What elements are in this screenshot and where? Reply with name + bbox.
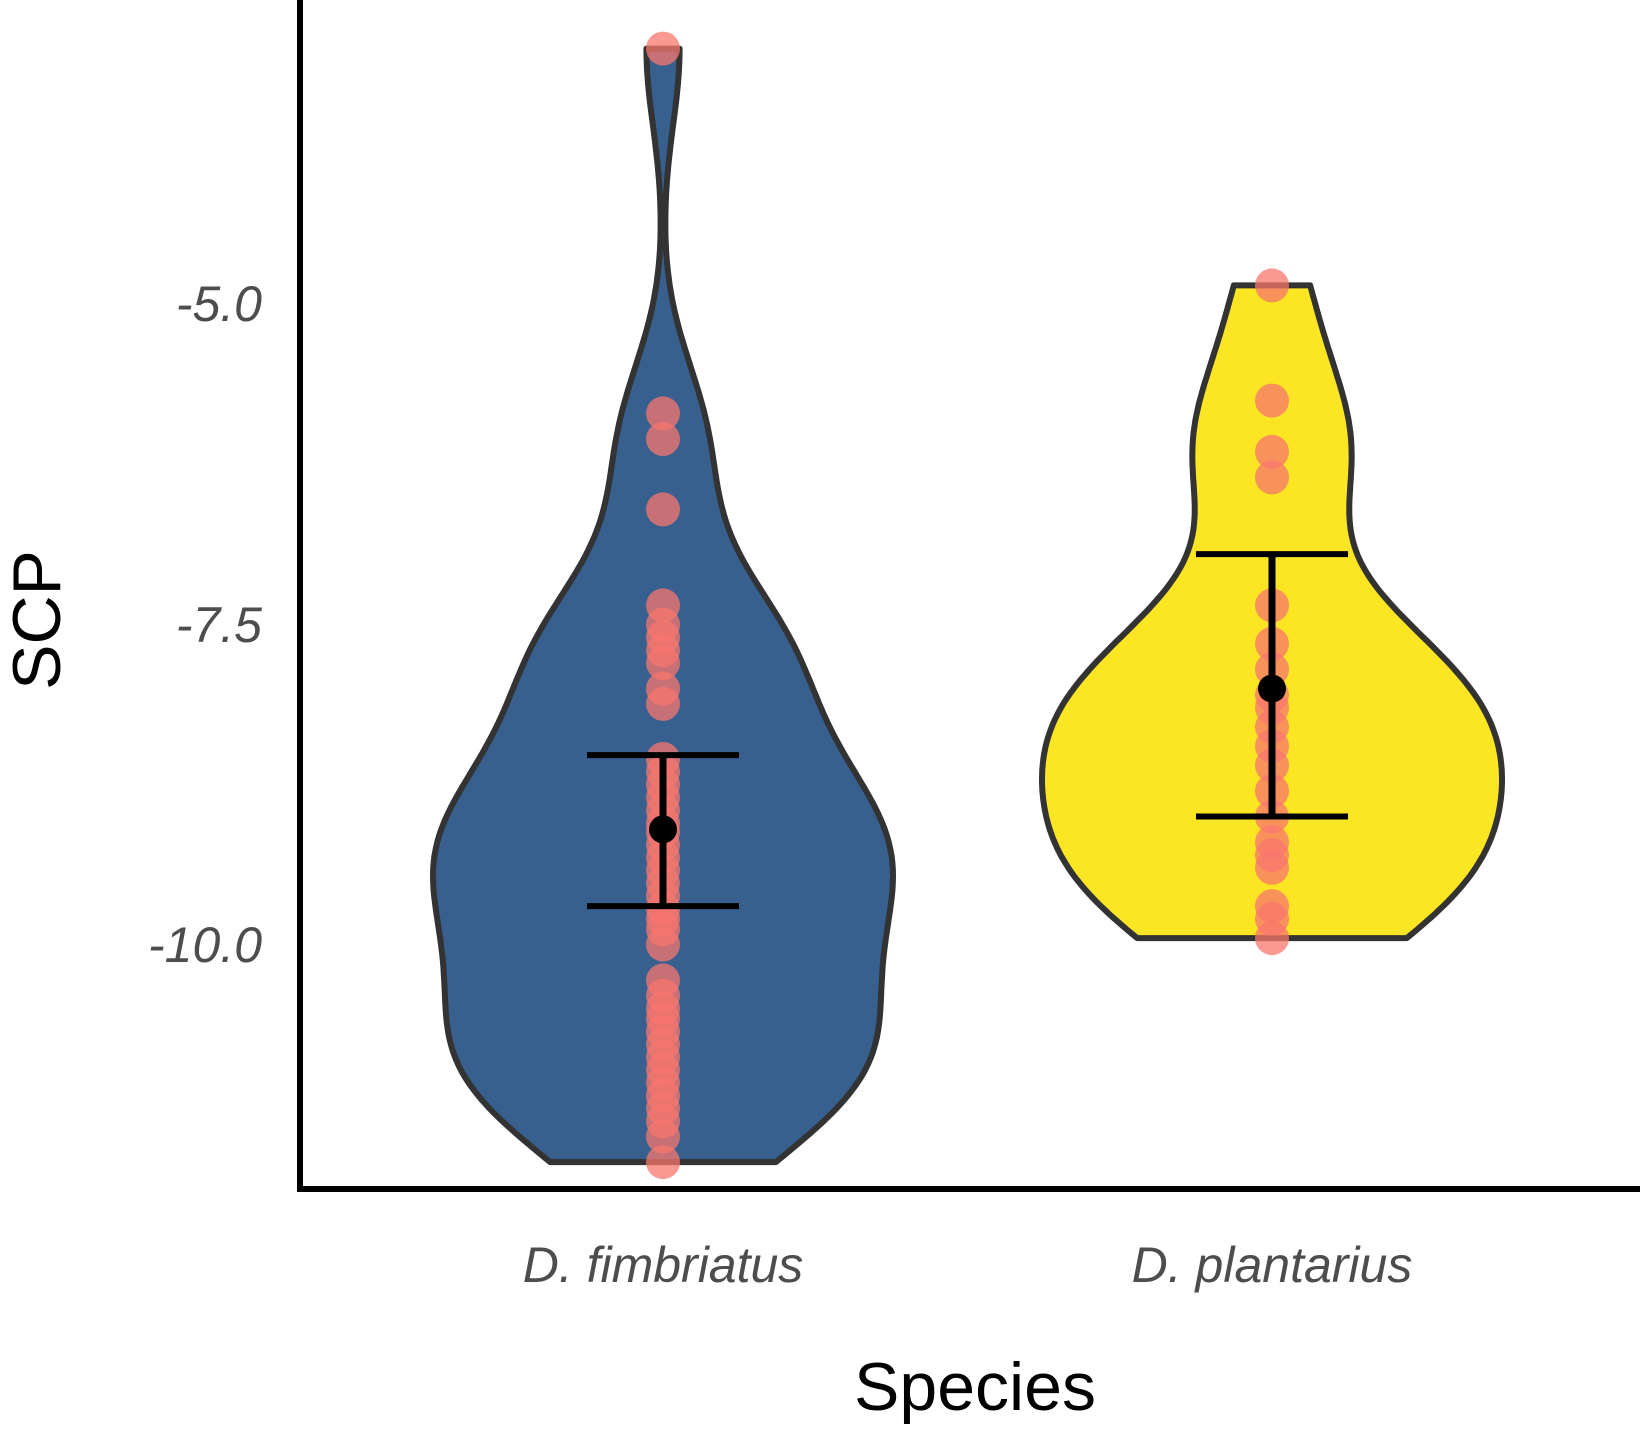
plot-area (430, 31, 1505, 1180)
data-point (1255, 460, 1289, 495)
data-point (1255, 268, 1289, 303)
y-tick-label: -7.5 (176, 597, 262, 653)
data-point (1255, 434, 1289, 469)
data-point (646, 422, 680, 456)
data-point (646, 927, 680, 962)
errorbar-layer (587, 551, 1348, 910)
data-point (646, 686, 680, 721)
x-tick-label: D. fimbriatus (523, 1237, 804, 1293)
data-point (646, 31, 680, 66)
data-point (646, 492, 680, 527)
data-point (646, 1119, 680, 1154)
x-axis-title: Species (854, 1349, 1096, 1425)
data-point (646, 646, 680, 680)
data-point (1255, 850, 1289, 885)
y-axis-title: SCP (0, 550, 75, 690)
y-tick-label: -10.0 (148, 917, 262, 973)
mean-point (649, 815, 677, 844)
data-point (1255, 921, 1289, 956)
data-point (646, 396, 680, 431)
y-tick-label: -5.0 (176, 276, 262, 332)
data-point (646, 1145, 680, 1180)
data-point (1255, 383, 1289, 418)
violin-layer (430, 45, 1505, 1166)
x-tick-label: D. plantarius (1132, 1237, 1413, 1293)
mean-point (1258, 674, 1286, 703)
